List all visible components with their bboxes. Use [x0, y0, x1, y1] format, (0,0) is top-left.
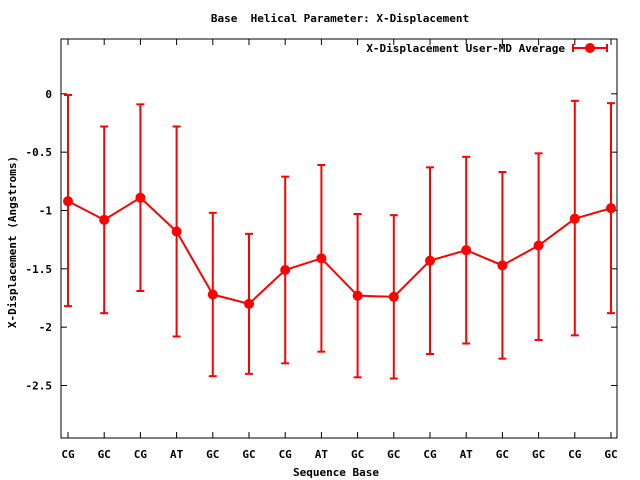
y-tick-label: -2: [39, 321, 52, 334]
legend-label: X-Displacement User-MD Average: [366, 42, 565, 55]
x-tick-label: CG: [423, 448, 437, 461]
series-line-group: [63, 192, 616, 309]
data-point: [63, 196, 73, 207]
plot-frame: [60, 38, 618, 439]
data-point: [207, 289, 218, 300]
x-tick-label: GC: [206, 448, 219, 461]
x-tick-label: GC: [604, 448, 617, 461]
data-point: [352, 290, 363, 301]
x-tick-label: CG: [279, 448, 293, 461]
series-line: [67, 196, 612, 305]
data-point: [497, 260, 508, 271]
x-axis: CG GC CG AT GC GC CG AT GC GC CG AT GC GC CG GC: [61, 39, 618, 461]
x-tick-label: CG: [568, 448, 582, 461]
data-point: [533, 240, 544, 251]
y-tick-label: 0: [45, 88, 52, 101]
x-tick-label: GC: [532, 448, 545, 461]
x-tick-label: GC: [351, 448, 364, 461]
y-tick-label: -1: [39, 205, 53, 218]
x-tick-label: GC: [98, 448, 111, 461]
data-point: [99, 214, 110, 225]
data-point: [569, 213, 580, 224]
legend-marker: [585, 43, 595, 53]
legend: X-Displacement User-MD Average: [366, 42, 608, 55]
x-tick-label: GC: [242, 448, 255, 461]
x-tick-label: GC: [387, 448, 400, 461]
chart-title: Base Helical Parameter: X-Displacement: [211, 12, 469, 25]
data-point: [135, 192, 146, 203]
data-point: [425, 255, 435, 266]
x-axis-label: Sequence Base: [293, 466, 379, 479]
data-point: [316, 253, 327, 264]
x-tick-label: AT: [460, 448, 474, 461]
data-point: [461, 245, 472, 256]
x-tick-label: AT: [170, 448, 184, 461]
y-tick-label: -1.5: [26, 263, 53, 276]
data-point: [244, 298, 254, 309]
x-tick-label: GC: [496, 448, 509, 461]
data-point: [171, 226, 182, 237]
x-tick-label: AT: [315, 448, 329, 461]
data-point: [606, 203, 616, 214]
y-tick-label: -0.5: [26, 146, 53, 159]
x-tick-label: CG: [61, 448, 75, 461]
y-axis: 0 -0.5 -1 -1.5 -2 -2.5: [26, 88, 617, 393]
data-point: [388, 291, 399, 302]
data-point: [280, 265, 291, 275]
error-bars: [64, 94, 615, 380]
y-axis-label: X-Displacement (Angstroms): [6, 156, 19, 328]
x-tick-label: CG: [134, 448, 148, 461]
y-tick-label: -2.5: [26, 380, 53, 393]
